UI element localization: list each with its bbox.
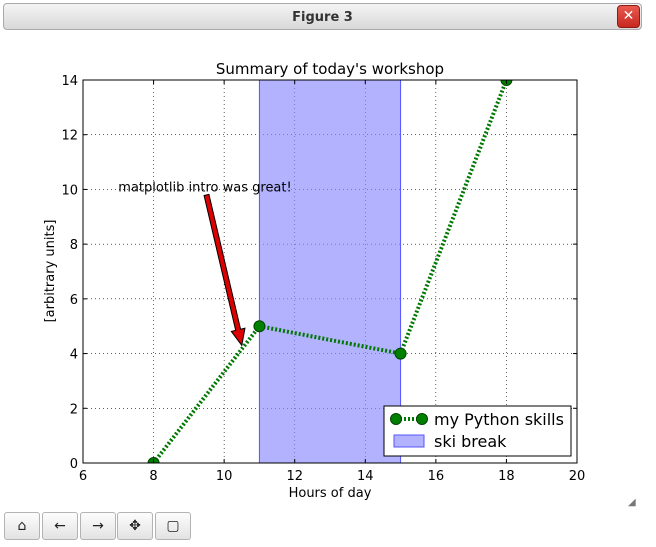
x-tick-label: 12 [286, 469, 303, 484]
chart-title: Summary of today's workshop [216, 60, 444, 78]
x-tick-label: 20 [569, 469, 586, 484]
home-button[interactable]: ⌂ [4, 512, 40, 540]
data-point [253, 320, 266, 333]
zoom-button[interactable]: ▢ [155, 512, 191, 540]
legend-label-series: my Python skills [434, 410, 564, 429]
legend-span-swatch [393, 434, 425, 448]
move-icon: ✥ [129, 518, 141, 534]
y-tick-label: 14 [61, 74, 78, 89]
series-line-segment [151, 324, 262, 463]
arrow-right-icon: → [92, 518, 104, 534]
x-tick-label: 6 [79, 469, 87, 484]
y-tick-label: 2 [70, 402, 78, 417]
chart: matplotlib intro was great! 6 8 10 12 14 16 18… [43, 60, 585, 501]
span-layer [258, 79, 402, 464]
y-tick-label: 6 [70, 293, 78, 308]
tick-layer: 6 8 10 12 14 16 18 20 0 2 4 6 8 10 12 14 [61, 74, 585, 484]
legend: my Python skills ski break [383, 405, 572, 457]
series-layer [147, 80, 513, 463]
arrow-left-icon: ← [54, 518, 66, 534]
y-tick-label: 10 [61, 183, 78, 198]
x-tick-label: 18 [498, 469, 515, 484]
legend-box [383, 405, 572, 457]
window-title: Figure 3 [292, 10, 353, 25]
x-tick-label: 8 [149, 469, 157, 484]
zoom-rect-icon: ▢ [166, 518, 180, 534]
window-titlebar[interactable]: Figure 3 ✕ [3, 3, 642, 30]
legend-marker [390, 413, 402, 425]
y-tick-label: 8 [70, 238, 78, 253]
axes-frame [82, 79, 578, 464]
series-line-segment [398, 80, 509, 355]
home-icon: ⌂ [17, 518, 27, 534]
resize-grip-icon[interactable]: ◢ [628, 497, 636, 508]
ski-break-span [258, 79, 402, 464]
back-button[interactable]: ← [42, 512, 78, 540]
data-point [394, 347, 407, 360]
y-tick-label: 0 [70, 457, 78, 472]
y-tick-label: 4 [70, 348, 78, 363]
annotation-text: matplotlib intro was great! [118, 180, 291, 195]
x-axis-label: Hours of day [289, 486, 372, 501]
close-button[interactable]: ✕ [617, 5, 640, 28]
forward-button[interactable]: → [80, 512, 116, 540]
x-tick-label: 14 [357, 469, 374, 484]
legend-marker [416, 413, 428, 425]
y-tick-label: 12 [61, 129, 78, 144]
y-axis-label: [arbitrary units] [43, 220, 58, 323]
pan-button[interactable]: ✥ [117, 512, 153, 540]
x-tick-label: 10 [216, 469, 233, 484]
annotation-layer: matplotlib intro was great! [118, 180, 292, 347]
x-tick-label: 16 [428, 469, 445, 484]
legend-label-span: ski break [434, 432, 507, 451]
annotation-arrow [203, 193, 246, 347]
